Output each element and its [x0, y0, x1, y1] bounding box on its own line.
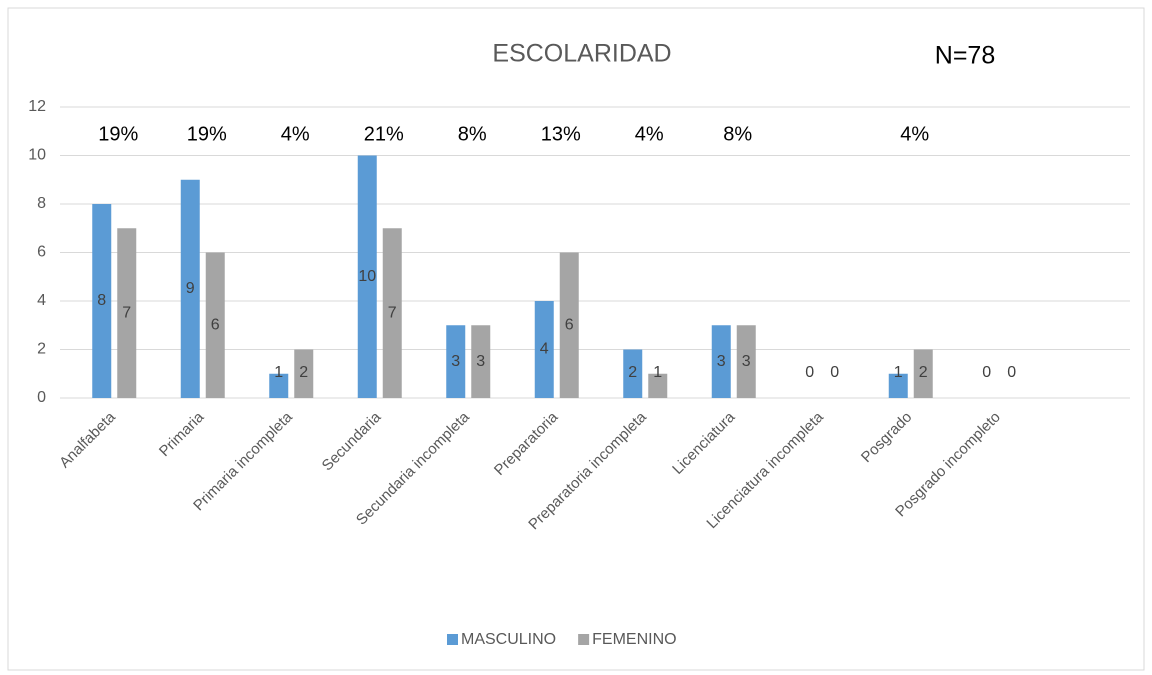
- bar: [294, 349, 314, 398]
- legend-label: FEMENINO: [592, 631, 676, 648]
- data-label: 1: [274, 364, 283, 381]
- bar: [269, 373, 289, 398]
- data-label: 3: [476, 353, 485, 370]
- data-label: 3: [717, 353, 726, 370]
- annotation: 19%: [187, 123, 227, 145]
- data-label: 0: [1007, 364, 1016, 381]
- data-label: 7: [122, 304, 131, 321]
- y-tick-label: 0: [37, 389, 46, 406]
- data-label: 6: [565, 316, 574, 333]
- bar: [888, 373, 908, 398]
- bar: [648, 373, 668, 398]
- bar: [736, 325, 756, 398]
- bar: [357, 155, 377, 398]
- legend-swatch: [578, 634, 590, 645]
- y-tick-label: 6: [37, 244, 46, 261]
- y-tick-label: 12: [28, 98, 46, 115]
- bar: [92, 204, 112, 398]
- data-label: 2: [299, 364, 308, 381]
- data-label: 0: [982, 364, 991, 381]
- data-label: 2: [628, 364, 637, 381]
- data-label: 3: [451, 353, 460, 370]
- bar: [382, 228, 402, 398]
- legend-swatch: [447, 634, 458, 645]
- bar: [711, 325, 731, 398]
- y-tick-label: 4: [37, 292, 46, 309]
- data-label: 10: [358, 268, 376, 285]
- data-label: 1: [653, 364, 662, 381]
- annotation: 8%: [458, 123, 487, 145]
- bar: [559, 252, 579, 398]
- data-label: 1: [894, 364, 903, 381]
- y-tick-label: 8: [37, 195, 46, 212]
- annotation: 4%: [900, 123, 929, 145]
- data-label: 7: [388, 304, 397, 321]
- annotation: 4%: [281, 123, 310, 145]
- annotation: 21%: [364, 123, 404, 145]
- data-label: 0: [805, 364, 814, 381]
- data-label: 6: [211, 316, 220, 333]
- bar: [205, 252, 225, 398]
- data-label: 0: [830, 364, 839, 381]
- bar: [913, 349, 933, 398]
- legend-label: MASCULINO: [461, 631, 556, 648]
- y-tick-label: 2: [37, 341, 46, 358]
- annotation: 8%: [723, 123, 752, 145]
- bar: [623, 349, 643, 398]
- data-label: 2: [919, 364, 928, 381]
- chart-title: ESCOLARIDAD: [492, 40, 671, 68]
- data-label: 8: [97, 292, 106, 309]
- y-tick-label: 10: [28, 147, 46, 164]
- annotation: 4%: [635, 123, 664, 145]
- bar: [471, 325, 491, 398]
- bar: [180, 179, 200, 398]
- data-label: 4: [540, 341, 549, 358]
- data-label: 9: [186, 280, 195, 297]
- data-label: 3: [742, 353, 751, 370]
- bar: [117, 228, 137, 398]
- bar: [534, 301, 554, 398]
- bar: [446, 325, 466, 398]
- chart-subtitle: N=78: [935, 42, 995, 70]
- annotation: 13%: [541, 123, 581, 145]
- annotation: 19%: [98, 123, 138, 145]
